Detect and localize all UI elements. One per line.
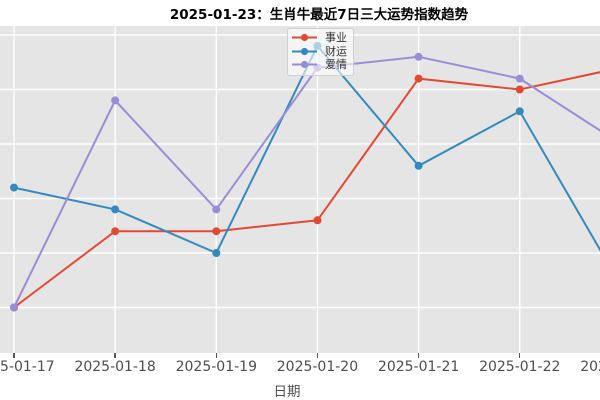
series-line-career — [13, 71, 600, 309]
data-point-love-2 — [212, 205, 221, 214]
x-tick-label: 2025-01-18 — [74, 359, 156, 375]
x-tick-mark — [519, 353, 521, 358]
legend: 事业 财运 爱情 — [287, 28, 354, 76]
x-tick-label: 2025-01-17 — [0, 359, 55, 375]
x-tick-label: 2025-01-21 — [377, 359, 460, 375]
plot-area — [0, 26, 600, 353]
x-tick-mark — [114, 353, 116, 358]
legend-item-love: 爱情 — [292, 58, 347, 72]
legend-marker-career — [292, 34, 317, 42]
data-point-career-1 — [111, 227, 120, 236]
legend-marker-love — [292, 61, 317, 69]
data-point-wealth-2 — [212, 249, 221, 257]
data-point-love-4 — [414, 52, 423, 61]
data-point-love-1 — [111, 96, 120, 105]
data-point-wealth-4 — [414, 161, 423, 170]
data-point-career-4 — [414, 74, 423, 83]
x-tick-label: 2025-01-22 — [479, 359, 561, 375]
data-point-wealth-1 — [111, 205, 120, 214]
legend-label-love: 爱情 — [325, 58, 347, 72]
x-tick-mark — [13, 353, 15, 358]
legend-item-wealth: 财运 — [292, 45, 347, 59]
x-tick-label: 2025-01-23 — [580, 359, 600, 375]
data-point-career-3 — [313, 216, 322, 225]
legend-label-career: 事业 — [325, 31, 347, 45]
x-tick-mark — [316, 353, 319, 358]
x-tick-mark — [215, 353, 217, 358]
data-point-love-5 — [515, 74, 524, 83]
data-point-career-5 — [515, 85, 524, 94]
legend-item-career: 事业 — [292, 31, 347, 45]
x-tick-label: 2025-01-19 — [175, 359, 257, 375]
x-tick-label: 2025-01-20 — [276, 359, 359, 375]
data-point-wealth-0 — [10, 183, 18, 192]
x-axis-label: 日期 — [273, 384, 301, 400]
data-point-career-2 — [212, 227, 221, 236]
chart-canvas — [0, 26, 600, 353]
chart-title: 2025-01-23：生肖牛最近7日三大运势指数趋势 — [169, 7, 469, 23]
legend-label-wealth: 财运 — [325, 44, 347, 58]
data-point-wealth-5 — [515, 107, 524, 116]
series-line-love — [13, 55, 600, 308]
data-point-love-0 — [10, 303, 18, 312]
legend-marker-wealth — [292, 47, 317, 55]
x-tick-mark — [417, 353, 420, 358]
